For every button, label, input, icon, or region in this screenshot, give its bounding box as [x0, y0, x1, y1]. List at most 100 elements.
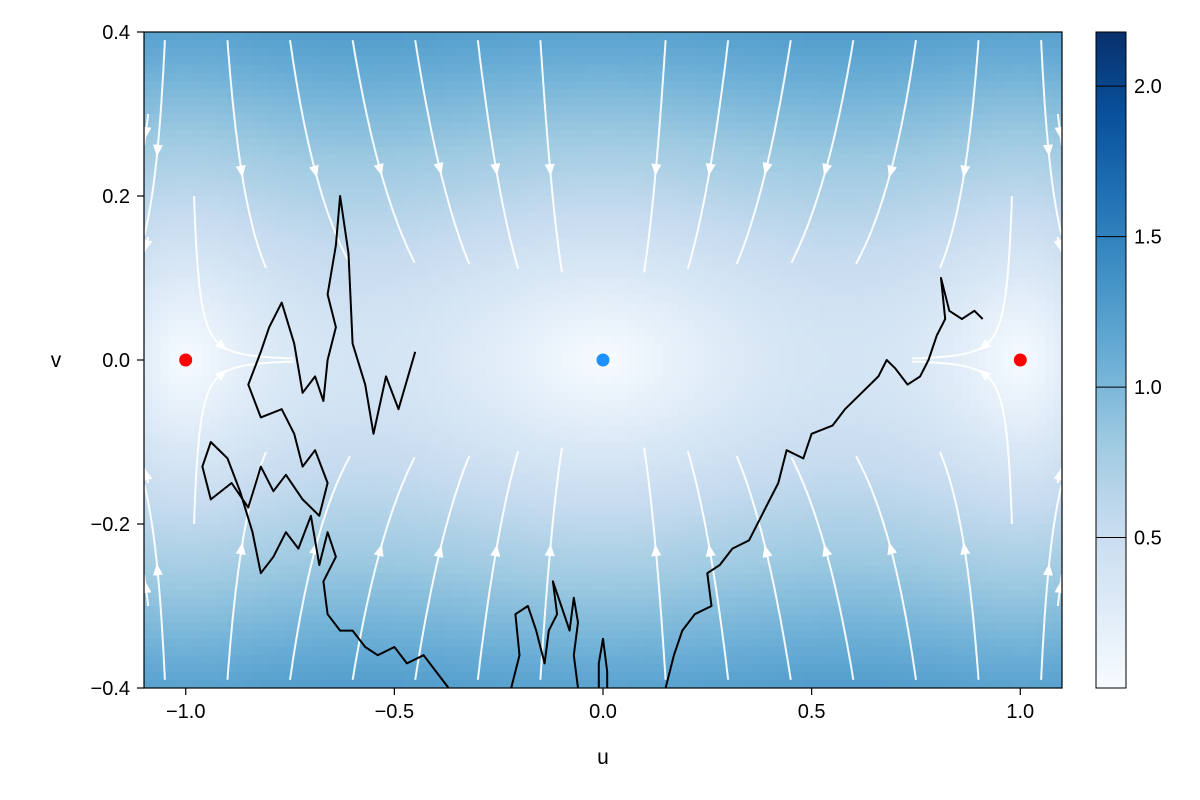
heatmap-cell	[386, 32, 395, 41]
heatmap-cell	[577, 614, 587, 623]
heatmap-cell	[360, 261, 370, 271]
heatmap-cell	[335, 392, 345, 402]
heatmap-cell	[210, 310, 220, 320]
heatmap-cell	[394, 417, 404, 427]
heatmap-cell	[260, 196, 270, 205]
heatmap-cell	[319, 138, 329, 148]
heatmap-cell	[611, 155, 621, 164]
heatmap-cell	[386, 286, 395, 295]
heatmap-cell	[436, 253, 446, 263]
heatmap-cell	[369, 286, 379, 295]
heatmap-cell	[310, 597, 320, 607]
heatmap-cell	[152, 589, 162, 599]
heatmap-cell	[394, 524, 404, 533]
heatmap-cell	[519, 384, 529, 394]
heatmap-cell	[194, 122, 204, 131]
heatmap-cell	[502, 237, 512, 246]
heatmap-cell	[603, 81, 612, 90]
heatmap-cell	[194, 32, 204, 41]
heatmap-cell	[227, 48, 237, 58]
heatmap-cell	[285, 245, 295, 254]
heatmap-cell	[536, 499, 546, 509]
heatmap-cell	[519, 114, 529, 123]
heatmap-cell	[169, 532, 178, 541]
heatmap-cell	[611, 261, 621, 271]
heatmap-cell	[285, 392, 295, 402]
heatmap-cell	[335, 89, 345, 99]
heatmap-cell	[511, 638, 521, 648]
heatmap-cell	[544, 114, 554, 123]
heatmap-cell	[461, 392, 471, 402]
heatmap-cell	[444, 122, 454, 131]
heatmap-cell	[302, 450, 312, 459]
heatmap-cell	[394, 532, 404, 541]
heatmap-cell	[327, 655, 337, 664]
heatmap-cell	[252, 466, 262, 476]
heatmap-cell	[628, 343, 637, 353]
heatmap-cell	[519, 655, 529, 664]
heatmap-cell	[427, 212, 437, 222]
heatmap-cell	[544, 179, 554, 189]
heatmap-cell	[335, 105, 345, 115]
heatmap-cell	[235, 515, 245, 525]
heatmap-cell	[653, 286, 663, 295]
heatmap-cell	[177, 483, 187, 492]
heatmap-cell	[335, 507, 345, 517]
heatmap-cell	[527, 417, 537, 427]
heatmap-cell	[444, 73, 454, 82]
heatmap-cell	[411, 556, 420, 566]
heatmap-cell	[294, 261, 304, 271]
heatmap-cell	[594, 286, 604, 295]
heatmap-cell	[494, 146, 504, 156]
heatmap-cell	[285, 163, 295, 172]
heatmap-cell	[227, 671, 237, 681]
heatmap-cell	[444, 392, 454, 402]
heatmap-cell	[611, 253, 621, 263]
heatmap-cell	[419, 351, 429, 361]
heatmap-cell	[235, 302, 245, 312]
heatmap-cell	[586, 204, 596, 213]
heatmap-cell	[419, 40, 429, 49]
heatmap-cell	[569, 163, 579, 172]
heatmap-cell	[177, 556, 187, 566]
heatmap-cell	[352, 573, 362, 582]
heatmap-cell	[194, 294, 204, 304]
heatmap-cell	[352, 81, 362, 90]
heatmap-cell	[461, 138, 471, 148]
heatmap-cell	[285, 483, 295, 492]
heatmap-cell	[160, 638, 170, 648]
heatmap-cell	[411, 73, 420, 82]
heatmap-cell	[611, 220, 621, 230]
heatmap-cell	[335, 384, 345, 394]
heatmap-cell	[344, 573, 354, 582]
heatmap-cell	[144, 105, 153, 115]
heatmap-cell	[302, 507, 312, 517]
heatmap-cell	[411, 401, 420, 410]
heatmap-cell	[569, 515, 579, 525]
heatmap-cell	[644, 89, 654, 99]
heatmap-cell	[569, 409, 579, 418]
heatmap-cell	[277, 114, 287, 123]
heatmap-cell	[210, 638, 220, 648]
heatmap-cell	[586, 155, 596, 164]
heatmap-cell	[277, 278, 287, 287]
heatmap-cell	[235, 204, 245, 213]
heatmap-cell	[152, 384, 162, 394]
heatmap-cell	[427, 515, 437, 525]
heatmap-cell	[552, 220, 562, 230]
heatmap-cell	[227, 138, 237, 148]
heatmap-cell	[469, 622, 479, 632]
heatmap-cell	[394, 81, 404, 90]
heatmap-cell	[444, 179, 454, 189]
heatmap-cell	[519, 548, 529, 558]
heatmap-cell	[177, 40, 187, 49]
heatmap-cell	[277, 261, 287, 271]
heatmap-cell	[577, 105, 587, 115]
heatmap-cell	[327, 458, 337, 468]
heatmap-cell	[377, 491, 387, 500]
heatmap-cell	[252, 384, 262, 394]
heatmap-cell	[536, 556, 546, 566]
heatmap-cell	[302, 351, 312, 361]
heatmap-cell	[519, 187, 529, 197]
heatmap-cell	[436, 614, 446, 623]
